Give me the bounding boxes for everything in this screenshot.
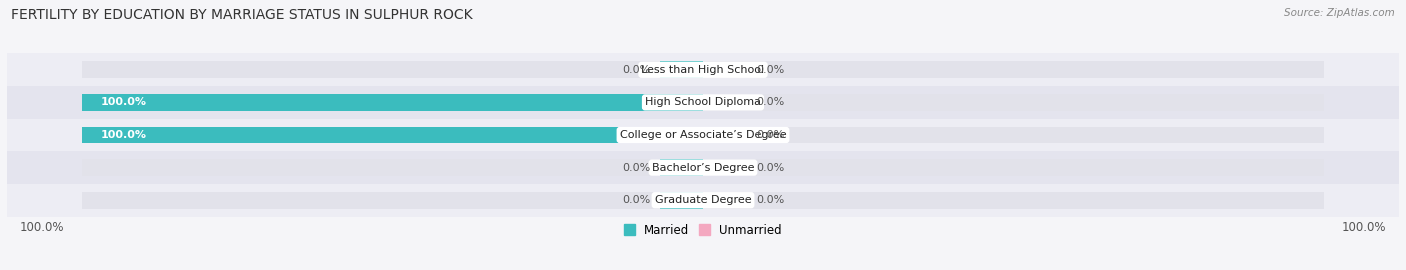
Text: FERTILITY BY EDUCATION BY MARRIAGE STATUS IN SULPHUR ROCK: FERTILITY BY EDUCATION BY MARRIAGE STATU…: [11, 8, 472, 22]
Text: College or Associate’s Degree: College or Associate’s Degree: [620, 130, 786, 140]
Bar: [7, 184, 1399, 217]
Bar: [82, 127, 1324, 143]
Bar: [659, 61, 703, 78]
Legend: Married, Unmarried: Married, Unmarried: [620, 219, 786, 241]
Text: High School Diploma: High School Diploma: [645, 97, 761, 107]
Bar: [703, 127, 747, 143]
Bar: [659, 159, 703, 176]
Bar: [703, 193, 747, 208]
Bar: [703, 160, 747, 175]
Bar: [703, 62, 747, 77]
Text: Graduate Degree: Graduate Degree: [655, 195, 751, 205]
Bar: [82, 61, 1324, 78]
Text: 100.0%: 100.0%: [100, 130, 146, 140]
Text: 100.0%: 100.0%: [20, 221, 63, 234]
Text: Less than High School: Less than High School: [641, 65, 765, 75]
Text: 100.0%: 100.0%: [100, 97, 146, 107]
Text: 0.0%: 0.0%: [756, 97, 785, 107]
Text: 0.0%: 0.0%: [756, 130, 785, 140]
Bar: [7, 86, 1399, 119]
Text: 0.0%: 0.0%: [756, 65, 785, 75]
Text: 0.0%: 0.0%: [621, 195, 650, 205]
Bar: [82, 94, 1324, 111]
Bar: [7, 119, 1399, 151]
Bar: [7, 53, 1399, 86]
Bar: [703, 95, 747, 110]
Text: 100.0%: 100.0%: [1343, 221, 1386, 234]
Bar: [82, 94, 703, 111]
Text: 0.0%: 0.0%: [621, 65, 650, 75]
Bar: [82, 159, 1324, 176]
Text: Source: ZipAtlas.com: Source: ZipAtlas.com: [1284, 8, 1395, 18]
Text: 0.0%: 0.0%: [756, 163, 785, 173]
Text: 0.0%: 0.0%: [756, 195, 785, 205]
Bar: [7, 151, 1399, 184]
Text: Bachelor’s Degree: Bachelor’s Degree: [652, 163, 754, 173]
Text: 0.0%: 0.0%: [621, 163, 650, 173]
Bar: [82, 127, 703, 143]
Bar: [659, 192, 703, 209]
Bar: [82, 192, 1324, 209]
